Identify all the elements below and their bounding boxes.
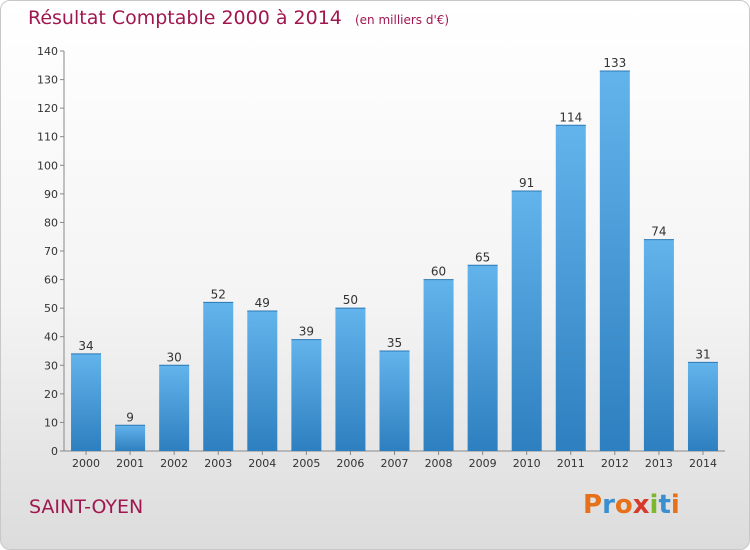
logo-letter: t [658, 490, 671, 520]
x-tick-label: 2002 [160, 457, 188, 470]
x-tick-label: 2006 [336, 457, 364, 470]
y-tick-label: 50 [44, 302, 58, 315]
logo-letter: r [602, 490, 615, 520]
y-tick-label: 40 [44, 331, 58, 344]
chart-labels: 34 9 30 52 49 39 50 35 60 65 91 114 133 74 31 [78, 56, 710, 424]
logo-letter: o [614, 490, 633, 520]
logo-letter: x [632, 490, 650, 520]
proxiti-logo: Proxiti [583, 490, 680, 520]
x-tick-label: 2011 [557, 457, 585, 470]
y-tick-label: 90 [44, 188, 58, 201]
y-tick-label: 140 [37, 45, 58, 58]
bar-value-label: 31 [695, 347, 710, 361]
y-tick-label: 10 [44, 416, 58, 429]
y-tick-label: 130 [37, 74, 58, 87]
bar [511, 191, 542, 451]
x-tick-label: 2014 [689, 457, 717, 470]
x-tick-label: 2012 [601, 457, 629, 470]
logo-letter: i [649, 490, 659, 520]
x-tick-label: 2000 [72, 457, 100, 470]
bar [423, 279, 454, 451]
x-tick-label: 2010 [513, 457, 541, 470]
bar [159, 365, 190, 451]
bar [291, 339, 322, 451]
bar [599, 71, 630, 451]
bar-value-label: 30 [167, 350, 182, 364]
bar [115, 425, 146, 451]
x-tick-label: 2004 [248, 457, 276, 470]
x-tick-label: 2009 [469, 457, 497, 470]
bar-value-label: 133 [603, 56, 626, 70]
chart-title: Résultat Comptable 2000 à 2014 [28, 7, 342, 29]
bar-value-label: 60 [431, 265, 446, 279]
logo-letter: P [583, 490, 603, 520]
x-tick-label: 2007 [381, 457, 409, 470]
bar [379, 351, 410, 451]
y-tick-label: 110 [37, 131, 58, 144]
x-tick-label: 2005 [292, 457, 320, 470]
y-tick-label: 60 [44, 274, 58, 287]
bar-value-label: 74 [651, 225, 666, 239]
bar [687, 362, 718, 451]
bar [71, 353, 102, 451]
bar-value-label: 34 [78, 339, 93, 353]
bar-value-label: 65 [475, 250, 490, 264]
x-tick-label: 2003 [204, 457, 232, 470]
y-tick-label: 0 [51, 445, 58, 458]
x-tick-label: 2008 [425, 457, 453, 470]
place-name: SAINT-OYEN [29, 496, 144, 518]
chart-subtitle: (en milliers d'€) [354, 13, 450, 27]
bar-value-label: 50 [343, 293, 358, 307]
y-tick-label: 70 [44, 245, 58, 258]
bar [555, 125, 586, 452]
bar [643, 239, 674, 451]
chart-bars [71, 70, 718, 452]
y-tick-label: 80 [44, 216, 58, 229]
bar-value-label: 49 [255, 296, 270, 310]
y-tick-label: 20 [44, 388, 58, 401]
bar-value-label: 114 [559, 110, 582, 124]
bar [203, 302, 234, 451]
title-row: Résultat Comptable 2000 à 2014 (en milli… [28, 7, 449, 29]
bar-value-label: 9 [126, 410, 134, 424]
y-tick-label: 100 [37, 159, 58, 172]
bar [247, 311, 278, 451]
x-tick-label: 2013 [645, 457, 673, 470]
bar-value-label: 52 [211, 287, 226, 301]
bar-value-label: 91 [519, 176, 534, 190]
y-tick-label: 30 [44, 359, 58, 372]
bar [467, 265, 498, 451]
bar-value-label: 35 [387, 336, 402, 350]
x-tick-label: 2001 [116, 457, 144, 470]
y-tick-label: 120 [37, 102, 58, 115]
bar-value-label: 39 [299, 325, 314, 339]
logo-letter: i [670, 490, 680, 520]
bar [335, 308, 366, 451]
